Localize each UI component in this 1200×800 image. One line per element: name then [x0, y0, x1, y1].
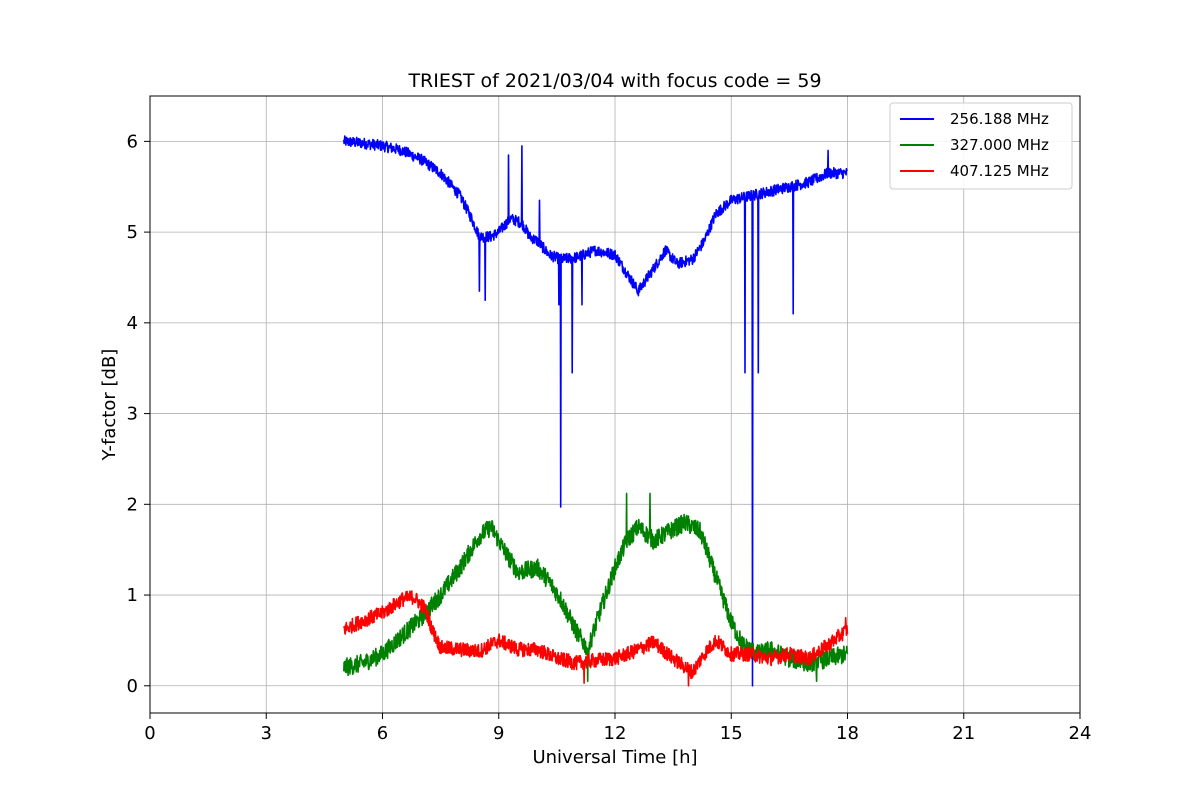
x-tick-label: 21 — [952, 723, 975, 744]
y-tick-label: 1 — [127, 585, 138, 606]
series-layer — [343, 135, 849, 687]
legend-entry: 327.000 MHz — [950, 136, 1049, 154]
y-tick-label: 3 — [127, 404, 138, 425]
chart-title: TRIEST of 2021/03/04 with focus code = 5… — [407, 70, 821, 92]
x-tick-label: 0 — [144, 723, 155, 744]
series-line-0 — [343, 135, 848, 687]
x-tick-label: 12 — [604, 723, 627, 744]
x-tick-label: 24 — [1069, 723, 1092, 744]
x-axis-label: Universal Time [h] — [532, 747, 697, 768]
y-tick-label: 6 — [127, 131, 138, 152]
series-line-2 — [343, 590, 849, 687]
y-tick-label: 4 — [127, 313, 138, 334]
y-tick-label: 5 — [127, 222, 138, 243]
legend: 256.188 MHz 327.000 MHz 407.125 MHz — [889, 102, 1073, 190]
legend-entry: 256.188 MHz — [950, 110, 1049, 128]
y-tick-label: 0 — [127, 676, 138, 697]
x-tick-label: 3 — [261, 723, 272, 744]
x-tick-label: 9 — [493, 723, 504, 744]
legend-box — [889, 102, 1073, 190]
x-tick-label: 6 — [377, 723, 388, 744]
x-tick-label: 15 — [720, 723, 743, 744]
x-tick-label: 18 — [836, 723, 859, 744]
y-axis-label: Y-factor [dB] — [99, 349, 120, 462]
series-line-1 — [343, 492, 849, 682]
legend-entry: 407.125 MHz — [950, 162, 1049, 180]
y-tick-label: 2 — [127, 494, 138, 515]
